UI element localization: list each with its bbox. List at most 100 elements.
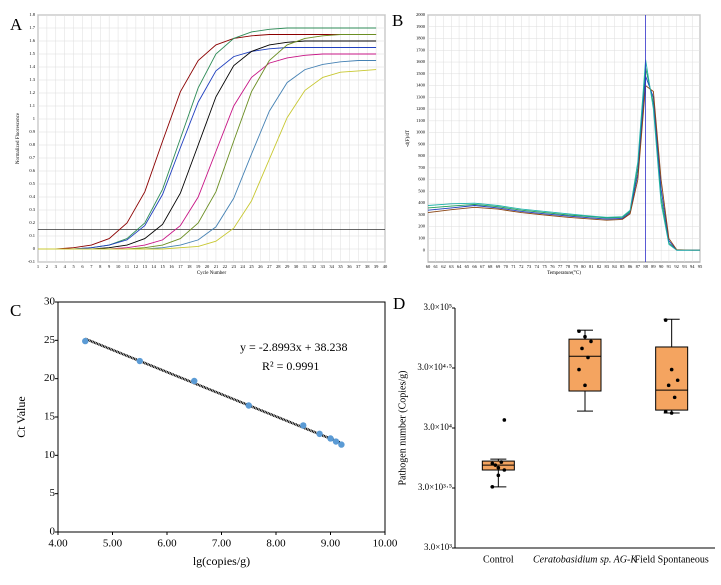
y-tick-label: 3.0×10³·⁵ (418, 482, 452, 492)
x-tick-label: 4.00 (48, 538, 68, 550)
x-tick-label: 8.00 (266, 538, 286, 550)
y-tick-label: 0 (50, 526, 56, 538)
y-tick-label: 1.2 (29, 90, 35, 95)
point (300, 422, 307, 429)
point (496, 473, 501, 478)
y-tick-label: 0.6 (29, 168, 35, 173)
plot-frame (37, 14, 386, 263)
plot-frame (427, 14, 701, 263)
plot-frame (57, 301, 386, 533)
x-tick-label: 6.00 (157, 538, 177, 550)
point (586, 355, 590, 360)
x-tick-label: 81 (589, 264, 594, 269)
x-tick-label: 10.00 (373, 538, 398, 550)
y-tick-label: 1.8 (29, 12, 35, 17)
x-tick-label: 95 (698, 264, 703, 269)
y-tick-label: 500 (418, 188, 426, 193)
x-tick-label: 68 (488, 264, 493, 269)
curve (427, 76, 700, 251)
y-tick-label: 1.5 (29, 51, 35, 56)
x-tick-label: 26 (258, 264, 263, 269)
x-tick-label: 87 (636, 264, 641, 269)
x-tick-label: 10 (116, 264, 121, 269)
x-tick-label: 15 (160, 264, 165, 269)
x-tick-label: 66 (472, 264, 477, 269)
point (502, 418, 507, 422)
x-tick-label: Control (483, 554, 514, 565)
x-tick-label: 11 (125, 264, 129, 269)
r-squared: R² = 0.9991 (262, 359, 319, 373)
point (493, 463, 498, 467)
point (245, 402, 252, 409)
x-tick-label: 7 (90, 264, 93, 269)
x-tick-label: 92 (674, 264, 679, 269)
x-tick-label: 89 (651, 264, 656, 269)
y-tick-label: 400 (418, 200, 426, 205)
x-tick-label: 9 (108, 264, 111, 269)
x-tick-label: 91 (667, 264, 672, 269)
equation: y = -2.8993x + 38.238 (240, 340, 348, 354)
y-tick-label: 0.5 (29, 181, 35, 186)
y-tick-label: 1.3 (29, 77, 35, 82)
x-tick-label: 39 (374, 264, 379, 269)
y-tick-label: 1600 (416, 59, 426, 64)
x-tick-label: 1 (37, 264, 39, 269)
y-tick-label: 3.0×10³ (424, 542, 452, 552)
x-tick-label: 94 (690, 264, 695, 269)
x-tick-label: 65 (465, 264, 470, 269)
point (663, 409, 668, 414)
y-tick-label: 1.4 (29, 64, 35, 69)
y-tick-label: 3.0×10⁵ (424, 302, 452, 312)
x-tick-label: 24 (240, 264, 245, 269)
y-tick-label: 1.1 (29, 103, 35, 108)
x-tick-label: 8 (99, 264, 102, 269)
x-axis-title: Temperature(°C) (547, 271, 581, 276)
point (583, 383, 587, 388)
x-tick-label: 90 (659, 264, 664, 269)
x-tick-label: 29 (285, 264, 290, 269)
y-tick-label: 0.2 (29, 220, 35, 225)
x-tick-label: 77 (558, 264, 563, 269)
x-tick-label: 18 (187, 264, 192, 269)
point (191, 377, 198, 385)
x-axis-title: lg(copies/g) (193, 554, 250, 568)
y-tick-label: 10 (44, 449, 56, 461)
x-axis-title: Cycle Number (197, 271, 227, 276)
x-tick-label: 28 (276, 264, 281, 269)
x-tick-label: 4 (64, 264, 67, 269)
point (669, 411, 674, 415)
point (669, 367, 674, 372)
y-tick-label: 900 (418, 141, 426, 146)
point (327, 435, 334, 442)
y-tick-label: 1900 (416, 24, 426, 29)
point (136, 357, 143, 365)
x-tick-label: 5 (72, 264, 75, 269)
x-tick-label: 72 (519, 264, 524, 269)
x-tick-label: 84 (612, 264, 617, 269)
x-tick-label: 37 (356, 264, 361, 269)
y-tick-label: -0.1 (28, 259, 35, 264)
x-tick-label: 23 (231, 264, 236, 269)
y-tick-label: 1.7 (29, 25, 35, 30)
y-tick-label: 1200 (416, 106, 426, 111)
x-tick-label: 83 (604, 264, 609, 269)
panel-label: D (393, 294, 405, 313)
x-tick-label: 61 (434, 264, 439, 269)
x-tick-label: 82 (597, 264, 602, 269)
y-tick-label: 1800 (416, 36, 426, 41)
x-tick-label: 9.00 (321, 538, 341, 550)
point (82, 337, 89, 345)
x-tick-label: 86 (628, 264, 633, 269)
point (589, 339, 593, 344)
x-tick-label: 32 (312, 264, 317, 269)
point (499, 460, 504, 464)
x-tick-label: 27 (267, 264, 272, 269)
point (663, 318, 668, 322)
y-tick-label: 0 (33, 246, 36, 251)
y-tick-label: 3.0×10⁴·⁵ (417, 362, 452, 372)
y-tick-label: 1700 (416, 47, 426, 52)
x-tick-label: 69 (496, 264, 501, 269)
panel-label: A (10, 15, 23, 34)
point (577, 329, 581, 334)
